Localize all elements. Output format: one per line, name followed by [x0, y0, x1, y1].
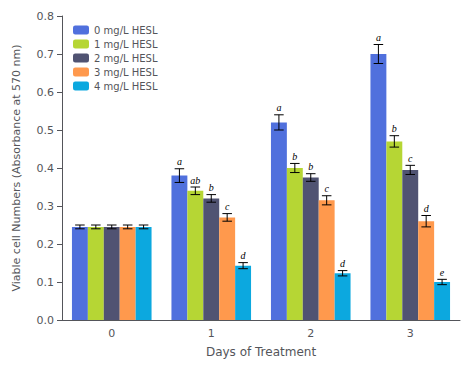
- svg-text:2: 2: [307, 327, 314, 340]
- svg-text:0: 0: [108, 327, 115, 340]
- svg-text:d: d: [424, 203, 430, 214]
- svg-text:0.5: 0.5: [37, 124, 55, 137]
- svg-text:0.8: 0.8: [37, 10, 55, 23]
- svg-text:0.2: 0.2: [37, 238, 55, 251]
- svg-text:c: c: [324, 183, 329, 194]
- svg-text:ab: ab: [190, 175, 200, 186]
- svg-text:0.7: 0.7: [37, 48, 55, 61]
- svg-text:0.3: 0.3: [37, 200, 55, 213]
- svg-text:0.4: 0.4: [37, 162, 55, 175]
- svg-text:Viable cell Numbers (Absorbanc: Viable cell Numbers (Absorbance at 570 n…: [10, 44, 23, 291]
- svg-text:d: d: [241, 250, 247, 261]
- svg-text:b: b: [308, 161, 313, 172]
- svg-text:b: b: [209, 182, 214, 193]
- svg-text:a: a: [376, 32, 381, 43]
- svg-text:Days of Treatment: Days of Treatment: [206, 345, 316, 359]
- svg-text:1 mg/L HESL: 1 mg/L HESL: [94, 39, 158, 50]
- svg-text:a: a: [276, 102, 281, 113]
- svg-text:c: c: [225, 201, 230, 212]
- svg-text:c: c: [408, 153, 413, 164]
- svg-text:a: a: [177, 156, 182, 167]
- svg-text:e: e: [440, 267, 445, 278]
- svg-text:0.0: 0.0: [37, 314, 55, 327]
- svg-text:d: d: [340, 258, 346, 269]
- svg-text:1: 1: [208, 327, 215, 340]
- svg-text:2 mg/L HESL: 2 mg/L HESL: [94, 53, 158, 64]
- svg-text:b: b: [292, 151, 297, 162]
- svg-text:0.1: 0.1: [37, 276, 55, 289]
- svg-text:3: 3: [407, 327, 414, 340]
- svg-text:0.6: 0.6: [37, 86, 55, 99]
- svg-text:0 mg/L HESL: 0 mg/L HESL: [94, 25, 158, 36]
- svg-text:b: b: [392, 123, 397, 134]
- svg-text:4 mg/L HESL: 4 mg/L HESL: [94, 81, 158, 92]
- svg-text:3 mg/L HESL: 3 mg/L HESL: [94, 67, 158, 78]
